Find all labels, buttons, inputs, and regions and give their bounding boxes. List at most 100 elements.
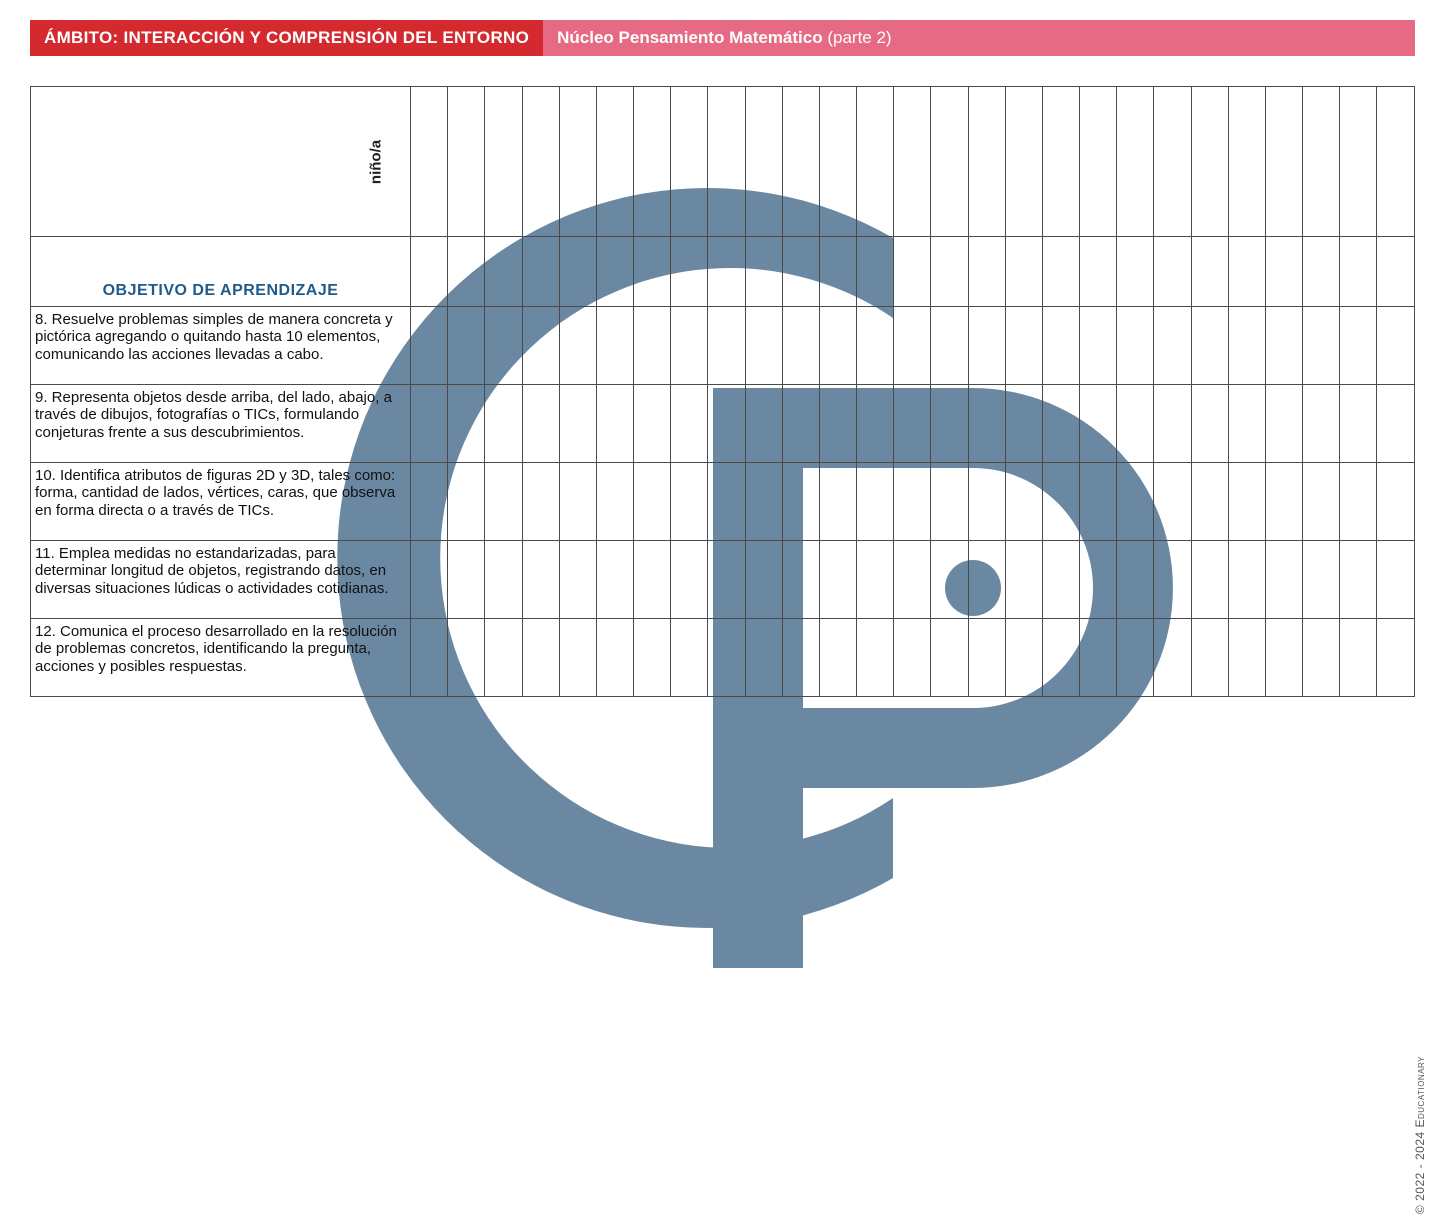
child-name-cell[interactable]	[1080, 87, 1117, 237]
assessment-cell[interactable]	[448, 385, 485, 463]
child-name-cell[interactable]	[1117, 87, 1154, 237]
assessment-cell[interactable]	[1191, 307, 1228, 385]
child-name-cell[interactable]	[968, 87, 1005, 237]
assessment-cell[interactable]	[1377, 463, 1415, 541]
assessment-cell[interactable]	[708, 619, 745, 697]
child-name-cell[interactable]	[1340, 87, 1377, 237]
assessment-cell[interactable]	[1303, 619, 1340, 697]
assessment-cell[interactable]	[1265, 541, 1302, 619]
assessment-cell[interactable]	[931, 463, 968, 541]
assessment-cell[interactable]	[1080, 307, 1117, 385]
assessment-cell[interactable]	[448, 619, 485, 697]
assessment-cell[interactable]	[782, 541, 819, 619]
assessment-cell[interactable]	[1154, 307, 1191, 385]
assessment-cell[interactable]	[559, 307, 596, 385]
assessment-cell[interactable]	[745, 307, 782, 385]
assessment-cell[interactable]	[968, 307, 1005, 385]
assessment-cell[interactable]	[782, 619, 819, 697]
assessment-cell[interactable]	[1191, 541, 1228, 619]
assessment-cell[interactable]	[559, 619, 596, 697]
assessment-cell[interactable]	[485, 619, 522, 697]
assessment-cell[interactable]	[1080, 619, 1117, 697]
assessment-cell[interactable]	[708, 307, 745, 385]
child-name-cell[interactable]	[857, 87, 894, 237]
child-name-cell[interactable]	[596, 87, 633, 237]
child-name-cell[interactable]	[708, 87, 745, 237]
assessment-cell[interactable]	[1303, 541, 1340, 619]
assessment-cell[interactable]	[1340, 385, 1377, 463]
assessment-cell[interactable]	[522, 463, 559, 541]
assessment-cell[interactable]	[671, 541, 708, 619]
assessment-cell[interactable]	[1228, 385, 1265, 463]
assessment-cell[interactable]	[782, 307, 819, 385]
assessment-cell[interactable]	[1228, 463, 1265, 541]
assessment-cell[interactable]	[894, 307, 931, 385]
child-name-cell[interactable]	[819, 87, 856, 237]
assessment-cell[interactable]	[448, 541, 485, 619]
assessment-cell[interactable]	[411, 385, 448, 463]
assessment-cell[interactable]	[1377, 541, 1415, 619]
assessment-cell[interactable]	[931, 385, 968, 463]
assessment-cell[interactable]	[634, 307, 671, 385]
assessment-cell[interactable]	[857, 541, 894, 619]
child-name-cell[interactable]	[411, 87, 448, 237]
assessment-cell[interactable]	[1303, 307, 1340, 385]
child-name-cell[interactable]	[522, 87, 559, 237]
child-name-cell[interactable]	[1191, 87, 1228, 237]
assessment-cell[interactable]	[448, 463, 485, 541]
assessment-cell[interactable]	[1154, 619, 1191, 697]
assessment-cell[interactable]	[1191, 463, 1228, 541]
assessment-cell[interactable]	[634, 541, 671, 619]
assessment-cell[interactable]	[968, 463, 1005, 541]
assessment-cell[interactable]	[1303, 463, 1340, 541]
assessment-cell[interactable]	[485, 307, 522, 385]
assessment-cell[interactable]	[1042, 307, 1079, 385]
assessment-cell[interactable]	[522, 541, 559, 619]
assessment-cell[interactable]	[708, 463, 745, 541]
assessment-cell[interactable]	[1303, 385, 1340, 463]
assessment-cell[interactable]	[1117, 619, 1154, 697]
assessment-cell[interactable]	[1265, 385, 1302, 463]
child-name-cell[interactable]	[448, 87, 485, 237]
child-name-cell[interactable]	[745, 87, 782, 237]
assessment-cell[interactable]	[411, 619, 448, 697]
child-name-cell[interactable]	[1303, 87, 1340, 237]
assessment-cell[interactable]	[1117, 385, 1154, 463]
assessment-cell[interactable]	[708, 541, 745, 619]
assessment-cell[interactable]	[522, 307, 559, 385]
child-name-cell[interactable]	[1154, 87, 1191, 237]
child-name-cell[interactable]	[1005, 87, 1042, 237]
assessment-cell[interactable]	[485, 463, 522, 541]
assessment-cell[interactable]	[1005, 541, 1042, 619]
assessment-cell[interactable]	[596, 307, 633, 385]
child-name-cell[interactable]	[634, 87, 671, 237]
assessment-cell[interactable]	[1154, 385, 1191, 463]
assessment-cell[interactable]	[448, 307, 485, 385]
assessment-cell[interactable]	[819, 619, 856, 697]
assessment-cell[interactable]	[1191, 385, 1228, 463]
assessment-cell[interactable]	[1005, 619, 1042, 697]
assessment-cell[interactable]	[634, 619, 671, 697]
assessment-cell[interactable]	[782, 463, 819, 541]
assessment-cell[interactable]	[1117, 463, 1154, 541]
assessment-cell[interactable]	[559, 541, 596, 619]
assessment-cell[interactable]	[1080, 541, 1117, 619]
assessment-cell[interactable]	[894, 385, 931, 463]
assessment-cell[interactable]	[1080, 385, 1117, 463]
assessment-cell[interactable]	[596, 385, 633, 463]
child-name-cell[interactable]	[782, 87, 819, 237]
assessment-cell[interactable]	[1265, 307, 1302, 385]
assessment-cell[interactable]	[1340, 307, 1377, 385]
assessment-cell[interactable]	[1042, 463, 1079, 541]
assessment-cell[interactable]	[1117, 541, 1154, 619]
assessment-cell[interactable]	[1340, 619, 1377, 697]
assessment-cell[interactable]	[782, 385, 819, 463]
assessment-cell[interactable]	[857, 463, 894, 541]
assessment-cell[interactable]	[411, 463, 448, 541]
assessment-cell[interactable]	[522, 619, 559, 697]
assessment-cell[interactable]	[1377, 307, 1415, 385]
assessment-cell[interactable]	[485, 541, 522, 619]
assessment-cell[interactable]	[931, 541, 968, 619]
assessment-cell[interactable]	[485, 385, 522, 463]
assessment-cell[interactable]	[1191, 619, 1228, 697]
